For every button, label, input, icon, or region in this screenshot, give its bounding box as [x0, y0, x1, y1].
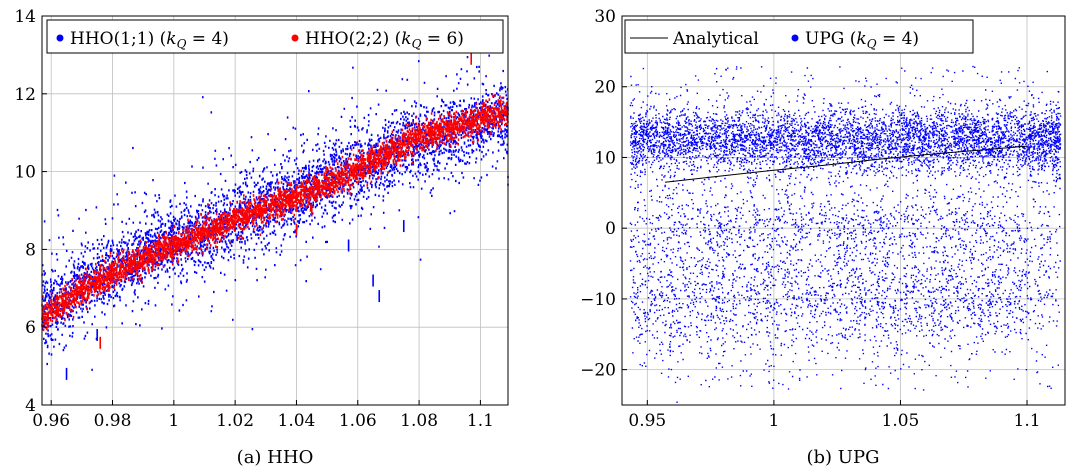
- x-tick-label: 1.06: [339, 411, 377, 431]
- x-tick-label: 1.1: [1014, 411, 1041, 431]
- y-tick-label: 10: [594, 148, 616, 168]
- legend-box: [46, 19, 504, 54]
- x-tick-label: 1.08: [400, 411, 438, 431]
- x-tick-label: 1: [768, 411, 779, 431]
- plot-frame: [621, 15, 1066, 406]
- y-tick-label: 10: [14, 163, 36, 183]
- legend: Analytical UPG (kQ = 4): [624, 19, 974, 54]
- series-upg-points: [629, 65, 1062, 403]
- x-tick-label: 0.96: [32, 411, 70, 431]
- scatter-points: [629, 65, 1062, 403]
- x-tick-label: 1.05: [882, 411, 920, 431]
- caption: (b) UPG: [807, 447, 880, 468]
- legend-label: Analytical: [672, 29, 759, 49]
- chart-hho: 0.96 0.98 1 1.02 1.04 1.06 1.08 1.1 4 6 8 10 12 14 HH…: [14, 7, 509, 468]
- legend-label: UPG (kQ = 4): [805, 29, 919, 51]
- series-analytical-line: [664, 145, 1028, 183]
- legend-marker: [791, 34, 799, 42]
- legend-box: [624, 19, 974, 54]
- y-tick-label: 12: [14, 85, 36, 105]
- y-tick-label: −10: [580, 290, 616, 310]
- y-tick-label: 20: [594, 78, 616, 98]
- axis-ticks: 0.95 1 1.05 1.1 −20 −10 0 10 20 30: [580, 7, 1040, 431]
- series-hho11-points: [41, 54, 509, 380]
- legend-label: HHO(1;1) (kQ = 4): [70, 29, 229, 51]
- plot-frame: [41, 15, 509, 406]
- x-tick-label: 1.1: [467, 411, 494, 431]
- y-tick-label: 8: [25, 240, 36, 260]
- x-tick-label: 1: [168, 411, 179, 431]
- y-tick-label: 4: [25, 396, 36, 416]
- y-tick-label: 30: [594, 7, 616, 27]
- chart-upg: 0.95 1 1.05 1.1 −20 −10 0 10 20 30 Analytical UPG …: [580, 7, 1066, 468]
- axis-ticks: 0.96 0.98 1 1.02 1.04 1.06 1.08 1.1 4 6 8 10 12 14: [14, 7, 494, 431]
- x-tick-label: 1.04: [278, 411, 316, 431]
- y-tick-label: 14: [14, 7, 36, 27]
- legend-marker: [56, 34, 64, 42]
- legend: HHO(1;1) (kQ = 4) HHO(2;2) (kQ = 6): [46, 19, 504, 54]
- series-hho22-points: [41, 52, 509, 349]
- y-tick-label: 0: [605, 219, 616, 239]
- legend-label: HHO(2;2) (kQ = 6): [305, 29, 464, 51]
- caption: (a) HHO: [237, 447, 314, 468]
- y-tick-label: −20: [580, 361, 616, 381]
- x-tick-label: 0.95: [628, 411, 666, 431]
- legend-marker: [291, 34, 299, 42]
- x-tick-label: 1.02: [216, 411, 254, 431]
- scatter-points: [41, 94, 509, 332]
- grid-lines: [622, 15, 1065, 405]
- x-tick-label: 0.98: [94, 411, 132, 431]
- y-tick-label: 6: [25, 318, 36, 338]
- scatter-points: [41, 54, 509, 371]
